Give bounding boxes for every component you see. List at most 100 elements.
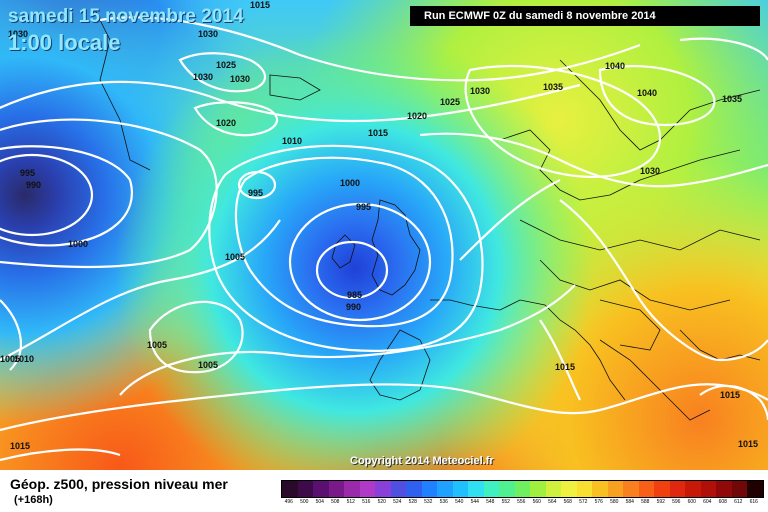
- color-scale-value: 600: [687, 499, 696, 505]
- isobar-label: 1025: [440, 97, 460, 107]
- isobar-label: 1035: [543, 82, 563, 92]
- color-scale-value: 564: [548, 499, 557, 505]
- color-scale-value: 496: [284, 499, 293, 505]
- color-scale-swatch: [297, 481, 313, 497]
- color-scale-value: 588: [641, 499, 650, 505]
- color-scale-swatch: [654, 481, 670, 497]
- color-scale-value: 500: [300, 499, 309, 505]
- forecast-date-title: samedi 15 novembre 2014: [8, 6, 244, 27]
- color-scale-swatch: [390, 481, 406, 497]
- isobar-label: 1015: [555, 362, 575, 372]
- color-scale-value: 540: [455, 499, 464, 505]
- color-scale-value: 520: [377, 499, 386, 505]
- color-scale-value: 552: [501, 499, 510, 505]
- color-scale-swatch: [483, 481, 499, 497]
- color-scale-value: 584: [625, 499, 634, 505]
- isobar-label: 990: [26, 180, 41, 190]
- color-scale-value: 504: [315, 499, 324, 505]
- color-scale-swatch: [530, 481, 546, 497]
- color-scale-swatch: [421, 481, 437, 497]
- isobar-label: 1010: [282, 136, 302, 146]
- forecast-time-title: 1:00 locale: [8, 30, 121, 55]
- isobar-label: 1030: [640, 166, 660, 176]
- color-scale-labels: 496 500 504 508 512 516 520 524 528 532 536 540 544 5…: [281, 499, 762, 509]
- isobar-label: 995: [248, 188, 263, 198]
- color-scale-value: 528: [408, 499, 417, 505]
- color-scale-value: 596: [672, 499, 681, 505]
- isobar-label: 1035: [722, 94, 742, 104]
- isobar-label: 1040: [637, 88, 657, 98]
- color-scale-swatch: [561, 481, 577, 497]
- color-scale-swatch: [514, 481, 530, 497]
- color-scale-value: 508: [331, 499, 340, 505]
- isobar-label: 1015: [720, 390, 740, 400]
- geopotential-map: 1015 1030 1030 1025 1030 1030 1020 1030 …: [0, 0, 768, 470]
- legend-title: Géop. z500, pression niveau mer: [10, 476, 228, 492]
- isobar-label: 1000: [68, 239, 88, 249]
- color-scale-swatch: [328, 481, 344, 497]
- isobar-label: 1005: [147, 340, 167, 350]
- isobar-label: 1015: [10, 441, 30, 451]
- color-scale-value: 572: [579, 499, 588, 505]
- isobar-label: 1020: [407, 111, 427, 121]
- color-scale-value: 548: [486, 499, 495, 505]
- isobar-label: 995: [20, 168, 35, 178]
- color-scale-value: 516: [362, 499, 371, 505]
- color-scale-swatch: [576, 481, 592, 497]
- color-scale-swatch: [592, 481, 608, 497]
- color-scale-value: 536: [439, 499, 448, 505]
- color-scale-swatch: [437, 481, 453, 497]
- color-scale-swatch: [313, 481, 329, 497]
- isobar-label: 1040: [605, 61, 625, 71]
- isobar-label: 1030: [8, 29, 28, 39]
- color-scale-swatch: [638, 481, 654, 497]
- color-scale-value: 560: [532, 499, 541, 505]
- color-scale-value: 604: [703, 499, 712, 505]
- color-scale-value: 512: [346, 499, 355, 505]
- isobar-label: 1005: [225, 252, 245, 262]
- isobar-label: 995: [356, 202, 371, 212]
- isobar-label: 1000: [340, 178, 360, 188]
- color-scale-swatch: [344, 481, 360, 497]
- color-scale-swatch: [452, 481, 468, 497]
- color-scale: [281, 480, 764, 498]
- isobar-label: 1015: [738, 439, 758, 449]
- color-scale-value: 616: [749, 499, 758, 505]
- copyright-notice: Copyright 2014 Meteociel.fr: [350, 455, 494, 467]
- color-scale-swatch: [499, 481, 515, 497]
- color-scale-swatch: [359, 481, 375, 497]
- color-scale-swatch: [669, 481, 685, 497]
- color-scale-swatch: [685, 481, 701, 497]
- isobar-labels: 1015 1030 1030 1025 1030 1030 1020 1030 …: [0, 0, 758, 451]
- color-scale-value: 592: [656, 499, 665, 505]
- color-scale-value: 612: [734, 499, 743, 505]
- color-scale-value: 524: [393, 499, 402, 505]
- color-scale-swatch: [747, 481, 763, 497]
- isobar-label: 1015: [250, 0, 270, 10]
- isobar-label: 990: [346, 302, 361, 312]
- isobars: [0, 16, 768, 462]
- color-scale-swatch: [731, 481, 747, 497]
- color-scale-swatch: [282, 481, 298, 497]
- color-scale-swatch: [406, 481, 422, 497]
- isobar-label: 1025: [216, 60, 236, 70]
- isobar-label: 1015: [368, 128, 388, 138]
- model-run-info: Run ECMWF 0Z du samedi 8 novembre 2014: [410, 6, 760, 26]
- color-scale-value: 544: [470, 499, 479, 505]
- color-scale-value: 576: [594, 499, 603, 505]
- isobar-label: 985: [347, 290, 362, 300]
- color-scale-swatch: [716, 481, 732, 497]
- isobar-label: 1020: [216, 118, 236, 128]
- color-scale-swatch: [623, 481, 639, 497]
- isobar-label: 1005: [0, 354, 20, 364]
- color-scale-value: 568: [563, 499, 572, 505]
- isobar-label: 1030: [470, 86, 490, 96]
- low-pressure-center-shading: [0, 0, 768, 470]
- color-scale-value: 608: [718, 499, 727, 505]
- isobar-label: 1010: [14, 354, 34, 364]
- color-scale-swatch: [468, 481, 484, 497]
- forecast-step: (+168h): [14, 494, 53, 506]
- color-scale-swatch: [375, 481, 391, 497]
- color-scale-swatch: [607, 481, 623, 497]
